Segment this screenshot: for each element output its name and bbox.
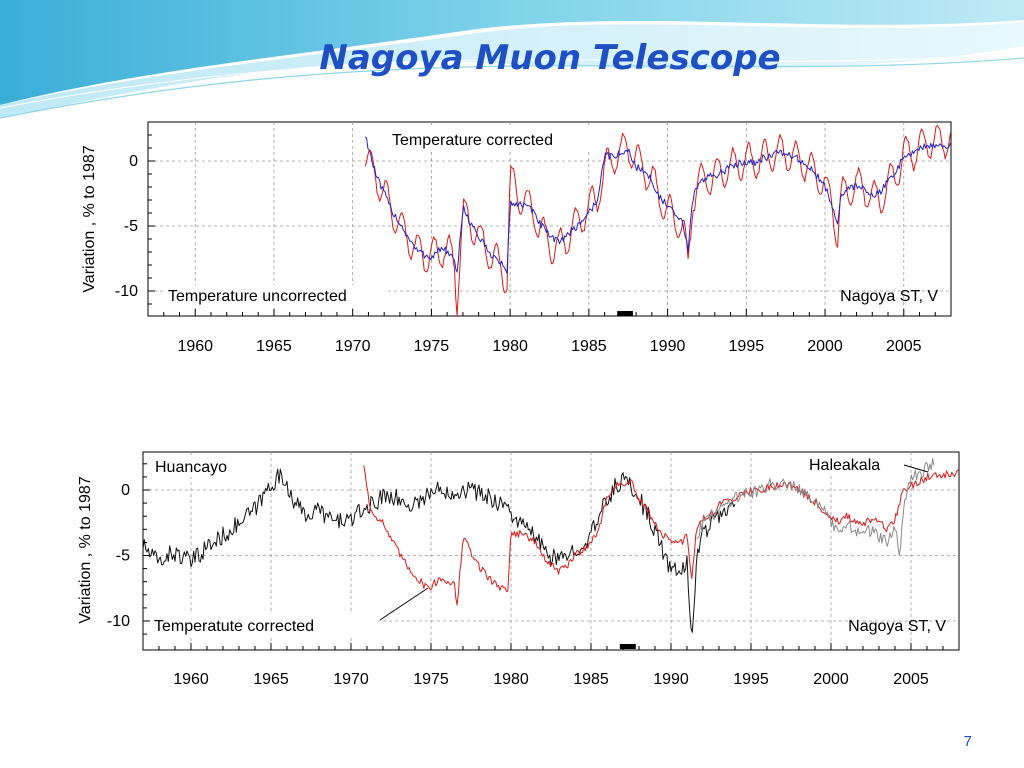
annotation-bottom-bg <box>163 285 388 307</box>
y-tick-label: -5 <box>116 548 130 565</box>
header-wave-decoration <box>0 0 1024 119</box>
annotation-huancayo: Huancayo <box>155 459 227 476</box>
corrected-pointer <box>379 587 429 621</box>
annotation-corrected-bg <box>150 613 378 637</box>
x-tick-label: 1990 <box>650 338 686 355</box>
haleakala-pointer <box>903 464 929 473</box>
annotation-huancayo-bg <box>152 455 258 477</box>
annotation-top-bg <box>387 128 602 150</box>
plot-area-frame <box>147 121 952 317</box>
x-tick-label: 1985 <box>571 338 607 355</box>
series-line-haleakala <box>696 458 935 556</box>
y-tick-label: -10 <box>107 613 130 630</box>
x-tick-label: 1970 <box>333 671 369 688</box>
reference-period-marker <box>619 644 636 649</box>
chart-bottom-svg: 0 -5 -10 1960 1965 1970 1975 1980 1985 1990 1995 2… <box>77 451 960 688</box>
x-tick-label: 2000 <box>813 671 849 688</box>
x-tick-label: 1995 <box>733 671 769 688</box>
annotation-station: Nagoya ST, V <box>848 618 946 635</box>
annotation-temperatute-corrected: Temperatute corrected <box>154 618 314 635</box>
x-tick-label: 2005 <box>886 338 922 355</box>
x-tick-label: 1965 <box>253 671 289 688</box>
annotation-haleakala: Haleakala <box>809 457 880 474</box>
x-ticks: 1960 1965 1970 1975 1980 1985 1990 1995 2000 2005 <box>177 338 921 355</box>
y-axis-label: Variation , % to 1987 <box>77 476 94 623</box>
series-group <box>364 125 951 317</box>
x-tick-label: 1975 <box>413 671 449 688</box>
series-group <box>142 458 959 633</box>
x-tick-label: 1970 <box>335 338 371 355</box>
series-line-uncorrected_top_blue <box>364 136 951 274</box>
x-tick-label: 1960 <box>173 671 209 688</box>
x-tick-label: 1965 <box>256 338 292 355</box>
y-tick-label: 0 <box>129 153 138 170</box>
x-ticks: 1960 1965 1970 1975 1980 1985 1990 1995 2000 2005 <box>173 671 929 688</box>
y-ticks: 0 -5 -10 <box>107 482 130 630</box>
chart-temperature-corrected: 0 -5 -10 1960 1965 1970 1975 1980 1985 1990 1995 2… <box>78 115 955 362</box>
annotation-haleakala-bg <box>806 453 908 475</box>
x-tick-label: 2005 <box>893 671 929 688</box>
y-ticks: 0 -5 -10 <box>115 153 138 300</box>
annotation-station: Nagoya ST, V <box>840 288 938 305</box>
y-axis-label: Variation , % to 1987 <box>81 145 98 292</box>
grid-lines <box>142 452 960 650</box>
x-tick-label: 1975 <box>414 338 450 355</box>
reference-period-marker <box>617 311 633 316</box>
y-tick-label: 0 <box>121 482 130 499</box>
slide-title: Nagoya Muon Telescope <box>319 38 781 78</box>
x-tick-label: 1980 <box>493 671 529 688</box>
x-tick-label: 2000 <box>807 338 843 355</box>
y-tick-label: -10 <box>115 283 138 300</box>
series-line-corrected_bottom <box>363 465 959 606</box>
annotation-temperature-uncorrected: Temperature uncorrected <box>168 288 347 305</box>
slide-number: 7 <box>963 733 972 750</box>
y-tick-label: -5 <box>124 218 138 235</box>
x-tick-label: 1985 <box>573 671 609 688</box>
chart-huancayo-haleakala: 0 -5 -10 1960 1965 1970 1975 1980 1985 1990 1995 2… <box>70 448 963 694</box>
x-tick-label: 1960 <box>177 338 213 355</box>
x-tick-label: 1980 <box>492 338 528 355</box>
annotation-temperature-corrected: Temperature corrected <box>392 132 553 149</box>
x-tick-label: 1990 <box>653 671 689 688</box>
chart-top-svg: 0 -5 -10 1960 1965 1970 1975 1980 1985 1990 1995 2… <box>81 121 952 355</box>
x-tick-label: 1995 <box>729 338 765 355</box>
